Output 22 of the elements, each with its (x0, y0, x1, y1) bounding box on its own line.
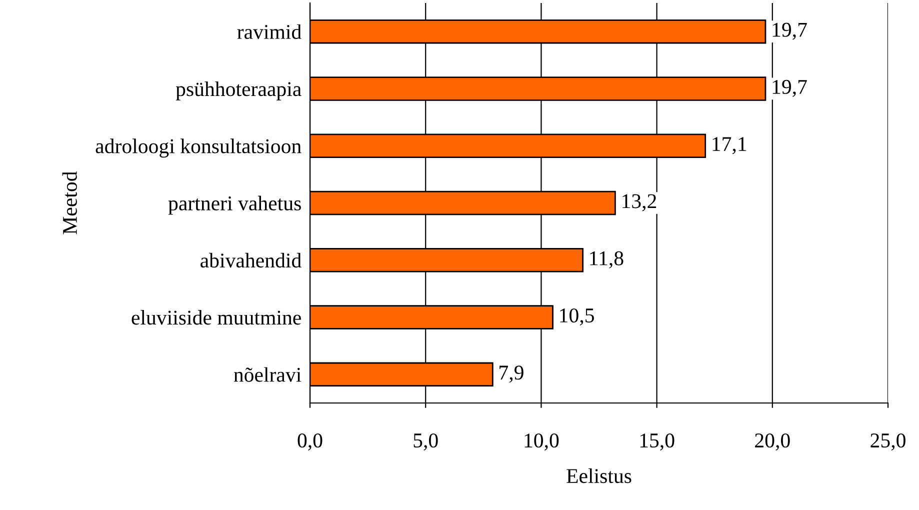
x-tick-label: 20,0 (755, 433, 790, 451)
x-axis-title: Eelistus (566, 468, 632, 484)
x-tick-label: 0,0 (298, 433, 322, 451)
data-label: 17,1 (712, 137, 746, 154)
y-tick-label: partneri vahetus (168, 196, 301, 215)
y-tick-label: abivahendid (200, 252, 302, 268)
data-label: 13,2 (622, 194, 656, 212)
y-tick-label: nõelravi (234, 367, 302, 382)
x-tick-label: 15,0 (640, 433, 674, 451)
data-label: 19,7 (772, 22, 807, 40)
y-tick-label: adroloogi konsultatsioon (96, 138, 302, 158)
y-axis-title: Meetod (62, 171, 77, 234)
x-tick-label: 5,0 (414, 433, 438, 451)
x-tick-label: 25,0 (870, 433, 906, 451)
data-label: 10,5 (560, 308, 594, 326)
data-label: 7,9 (500, 366, 524, 383)
x-tick-label: 10,0 (524, 433, 559, 451)
data-label: 11,8 (590, 251, 624, 268)
data-label: 19,7 (772, 80, 807, 97)
y-tick-label: eluviiside muutmine (132, 310, 301, 325)
y-tick-label: ravimid (237, 24, 302, 40)
y-tick-label: psühhoteraapia (176, 81, 302, 100)
